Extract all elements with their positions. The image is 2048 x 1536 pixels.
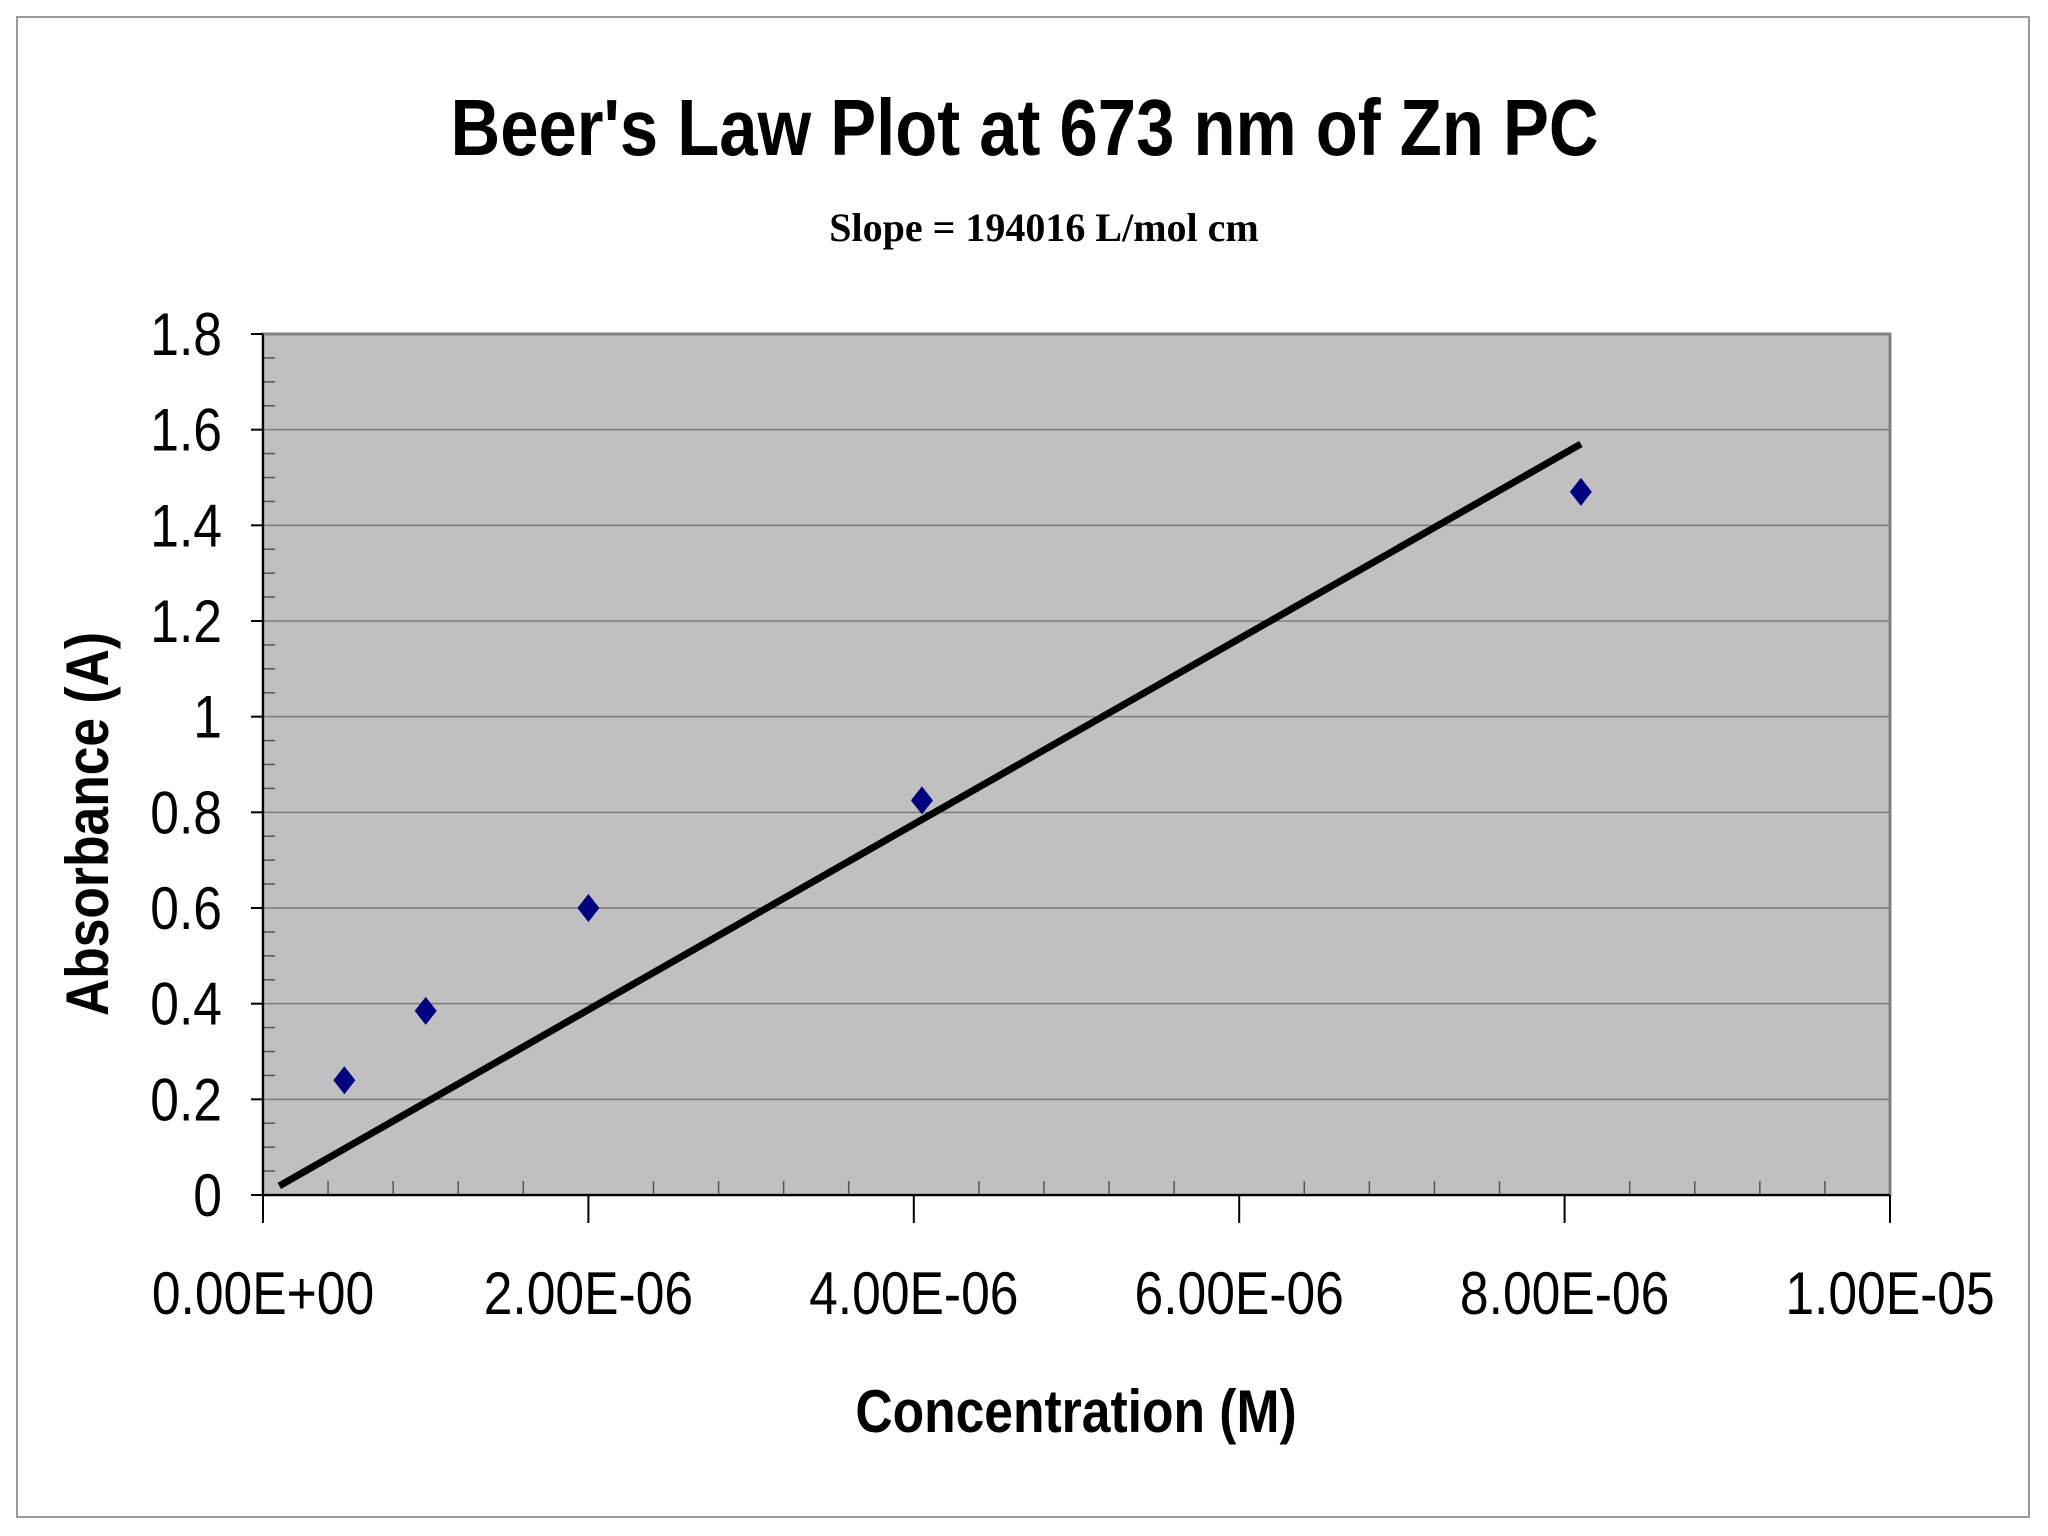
points-layer [333, 477, 1592, 1095]
chart-subtitle: Slope = 194016 L/mol cm [829, 205, 1259, 250]
x-tick-labels: 0.00E+00 2.00E-06 4.00E-06 6.00E-06 8.00E-06… [152, 1259, 1995, 1327]
data-point [333, 1066, 356, 1095]
y-tick-label: 1 [193, 683, 222, 751]
y-tick-label: 1.6 [150, 396, 222, 464]
y-tick-label: 1.4 [150, 492, 222, 560]
trendline [277, 440, 1583, 1189]
data-point [910, 786, 933, 815]
y-tick-label: 1.2 [150, 587, 222, 655]
y-axis-title: Absorbance (A) [53, 632, 121, 1016]
data-point [414, 996, 437, 1025]
x-tick-label: 6.00E-06 [1135, 1259, 1344, 1327]
x-tick-label: 8.00E-06 [1460, 1259, 1669, 1327]
x-tick-label: 2.00E-06 [484, 1259, 693, 1327]
y-tick-label: 0.4 [150, 970, 222, 1038]
data-point [577, 894, 600, 922]
chart-title: Beer's Law Plot at 673 nm of Zn PC [450, 83, 1599, 172]
y-tick-labels: 0 0.2 0.4 0.6 0.8 1 1.2 1.4 1.6 1.8 [150, 300, 222, 1229]
trendline-layer [277, 440, 1583, 1189]
y-tick-label: 0.6 [150, 874, 222, 942]
grid-lines [263, 428, 1890, 1101]
y-tick-label: 0.2 [150, 1066, 222, 1134]
x-tick-label: 4.00E-06 [809, 1259, 1018, 1327]
y-tick-label: 1.8 [150, 300, 222, 368]
x-tick-label: 0.00E+00 [152, 1259, 374, 1327]
x-axis-title: Concentration (M) [855, 1377, 1296, 1445]
minor-ticks [251, 333, 1891, 1223]
y-tick-label: 0 [193, 1161, 222, 1229]
plot-area [261, 332, 1892, 1197]
data-point [1569, 477, 1592, 506]
y-tick-label: 0.8 [150, 779, 222, 847]
x-tick-label: 1.00E-05 [1785, 1259, 1994, 1327]
